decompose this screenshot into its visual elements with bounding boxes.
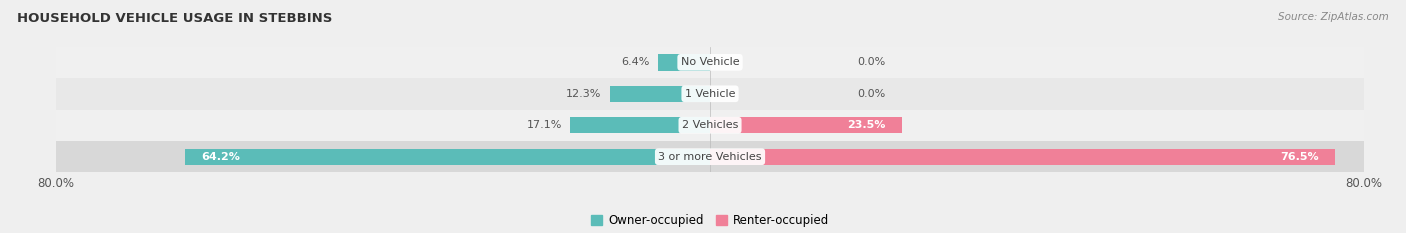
- Bar: [56, 110, 1364, 141]
- Text: HOUSEHOLD VEHICLE USAGE IN STEBBINS: HOUSEHOLD VEHICLE USAGE IN STEBBINS: [17, 12, 332, 25]
- Bar: [186, 148, 710, 165]
- Bar: [56, 47, 1364, 78]
- Bar: [710, 148, 1336, 165]
- Bar: [571, 117, 710, 134]
- Text: 64.2%: 64.2%: [201, 152, 240, 162]
- Text: 0.0%: 0.0%: [858, 57, 886, 67]
- Bar: [710, 117, 903, 134]
- Legend: Owner-occupied, Renter-occupied: Owner-occupied, Renter-occupied: [586, 209, 834, 232]
- Text: 0.0%: 0.0%: [858, 89, 886, 99]
- Bar: [658, 54, 710, 71]
- Text: 76.5%: 76.5%: [1281, 152, 1319, 162]
- Text: 17.1%: 17.1%: [527, 120, 562, 130]
- Text: 1 Vehicle: 1 Vehicle: [685, 89, 735, 99]
- Bar: [56, 78, 1364, 110]
- Bar: [56, 141, 1364, 172]
- Text: 6.4%: 6.4%: [621, 57, 650, 67]
- Text: 12.3%: 12.3%: [567, 89, 602, 99]
- Text: Source: ZipAtlas.com: Source: ZipAtlas.com: [1278, 12, 1389, 22]
- Text: No Vehicle: No Vehicle: [681, 57, 740, 67]
- Text: 3 or more Vehicles: 3 or more Vehicles: [658, 152, 762, 162]
- Text: 23.5%: 23.5%: [848, 120, 886, 130]
- Text: 2 Vehicles: 2 Vehicles: [682, 120, 738, 130]
- Bar: [610, 86, 710, 102]
